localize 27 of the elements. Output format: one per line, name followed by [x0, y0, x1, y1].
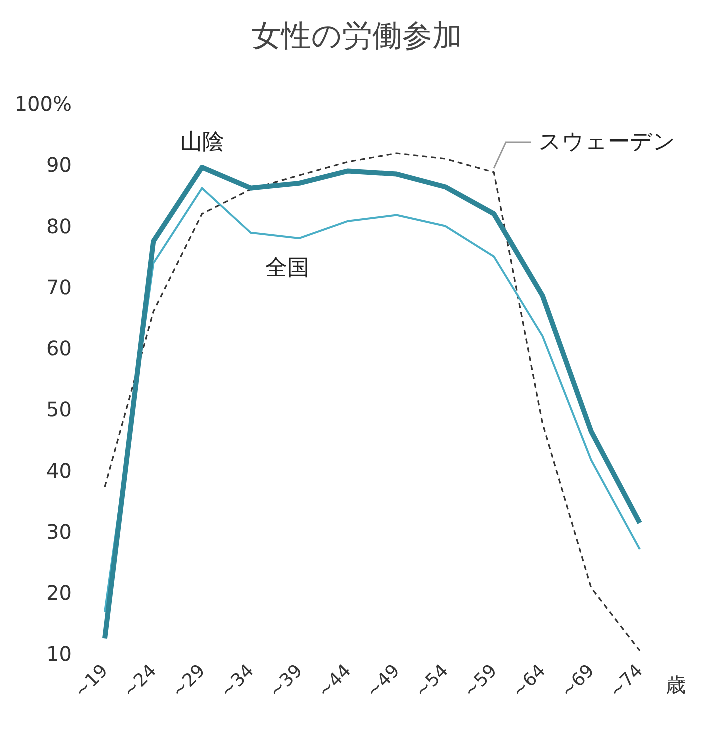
series-label: 山陰: [180, 130, 224, 156]
x-tick-label: ~49: [362, 660, 404, 702]
y-tick-label: 90: [46, 153, 72, 178]
chart-title: 女性の労働参加: [250, 18, 464, 56]
x-tick-label: ~24: [119, 660, 162, 702]
x-tick-label: ~44: [314, 660, 356, 702]
x-axis-title: 歳: [666, 673, 686, 697]
x-tick-label: ~64: [508, 660, 550, 702]
y-tick-label: 40: [46, 458, 72, 483]
y-tick-label: 70: [46, 275, 72, 300]
series-label: 全国: [266, 256, 310, 281]
y-tick-label: 80: [46, 214, 72, 238]
x-tick-label: ~74: [606, 660, 648, 702]
y-tick-label: 50: [46, 398, 72, 422]
x-tick-label: ~29: [168, 660, 210, 702]
text: スウェーデン: [539, 130, 676, 155]
y-tick-label: 100%: [14, 92, 72, 116]
x-tick-label: ~34: [216, 660, 258, 702]
y-tick-label: 10: [46, 642, 72, 666]
x-tick-label: ~39: [265, 660, 307, 702]
y-tick-label: 20: [46, 580, 72, 605]
x-tick-label: ~59: [460, 660, 502, 702]
y-tick-label: 30: [46, 520, 72, 544]
x-tick-label: ~19: [70, 660, 112, 702]
y-tick-label: 60: [46, 336, 72, 361]
x-tick-label: ~54: [411, 660, 453, 702]
x-tick-label: ~69: [557, 660, 599, 702]
